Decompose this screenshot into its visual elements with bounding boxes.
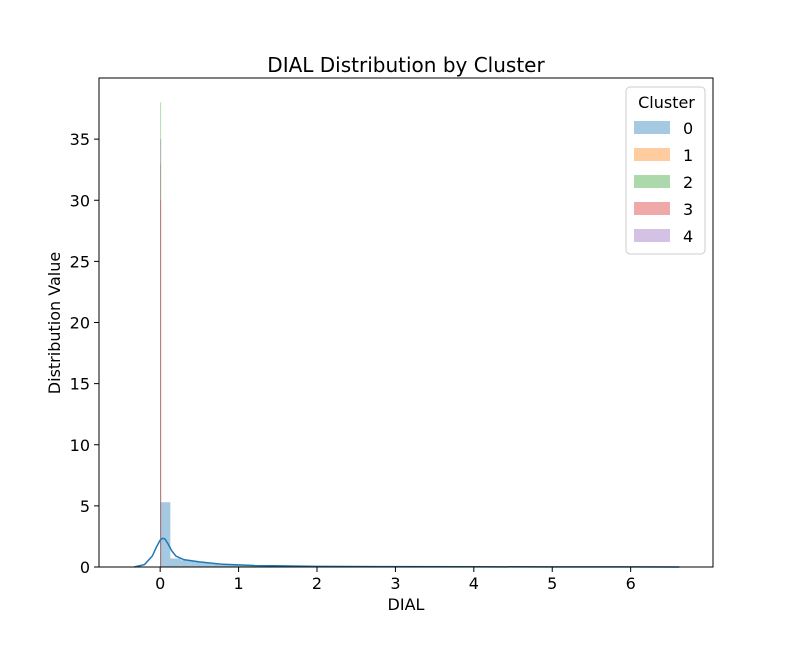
bar-cluster-4-bin-0	[160, 139, 162, 567]
bar-cluster-0-bin-0	[160, 502, 171, 567]
bar-cluster-0-bin-5	[211, 563, 222, 567]
legend-label-cluster-2: 2	[683, 173, 693, 192]
y-tick-label: 5	[80, 497, 90, 516]
legend-swatch-cluster-1	[634, 148, 670, 161]
x-tick-label: 6	[626, 574, 636, 593]
y-tick-label: 35	[70, 130, 90, 149]
kde-line-cluster-0	[134, 537, 680, 568]
bar-cluster-0-bin-3	[190, 561, 201, 567]
bar-cluster-0-bin-6	[221, 564, 232, 567]
x-tick-label: 2	[312, 574, 322, 593]
bar-cluster-3-bin-0	[160, 200, 162, 567]
legend-swatch-cluster-2	[634, 175, 670, 188]
chart-title: DIAL Distribution by Cluster	[267, 53, 545, 77]
bar-cluster-0-bin-2	[180, 560, 191, 567]
plot-frame	[98, 77, 714, 568]
y-tick-label: 20	[70, 314, 90, 333]
legend-label-cluster-3: 3	[683, 200, 693, 219]
bar-cluster-0-bin-7	[231, 565, 242, 567]
legend-swatch-cluster-3	[634, 202, 670, 215]
y-tick-label: 25	[70, 252, 90, 271]
bar-cluster-1-bin-0	[160, 163, 162, 567]
bar-cluster-0-bin-4	[200, 562, 212, 567]
y-tick-label: 30	[70, 191, 90, 210]
x-tick-label: 1	[233, 574, 243, 593]
legend-swatch-cluster-4	[634, 229, 670, 242]
legend-label-cluster-1: 1	[683, 146, 693, 165]
legend-label-cluster-0: 0	[683, 119, 693, 138]
kde-layer	[134, 537, 680, 568]
x-tick-label: 0	[155, 574, 165, 593]
x-tick-label: 5	[547, 574, 557, 593]
bars-layer	[160, 102, 670, 567]
legend[interactable]: Cluster 0 1 2 3 4	[625, 86, 706, 255]
y-axis: 0 5 10 15 20 25 30 35	[70, 130, 99, 577]
bar-cluster-0-bin-1	[170, 558, 181, 567]
y-tick-label: 0	[80, 558, 90, 577]
legend-swatch-cluster-0	[634, 121, 670, 134]
x-tick-label: 4	[469, 574, 479, 593]
legend-label-cluster-4: 4	[683, 227, 693, 246]
bar-cluster-0-bin-8	[241, 565, 252, 567]
x-axis-title: DIAL	[388, 595, 425, 614]
x-tick-label: 3	[390, 574, 400, 593]
legend-box	[625, 86, 706, 255]
y-axis-title: Distribution Value	[45, 252, 64, 394]
y-tick-label: 10	[70, 436, 90, 455]
y-tick-label: 15	[70, 375, 90, 394]
bar-cluster-2-bin-0	[160, 102, 162, 567]
bar-cluster-0-bin-9	[251, 565, 263, 567]
legend-title: Cluster	[638, 93, 695, 112]
x-axis: 0 1 2 3 4 5 6	[155, 567, 636, 593]
